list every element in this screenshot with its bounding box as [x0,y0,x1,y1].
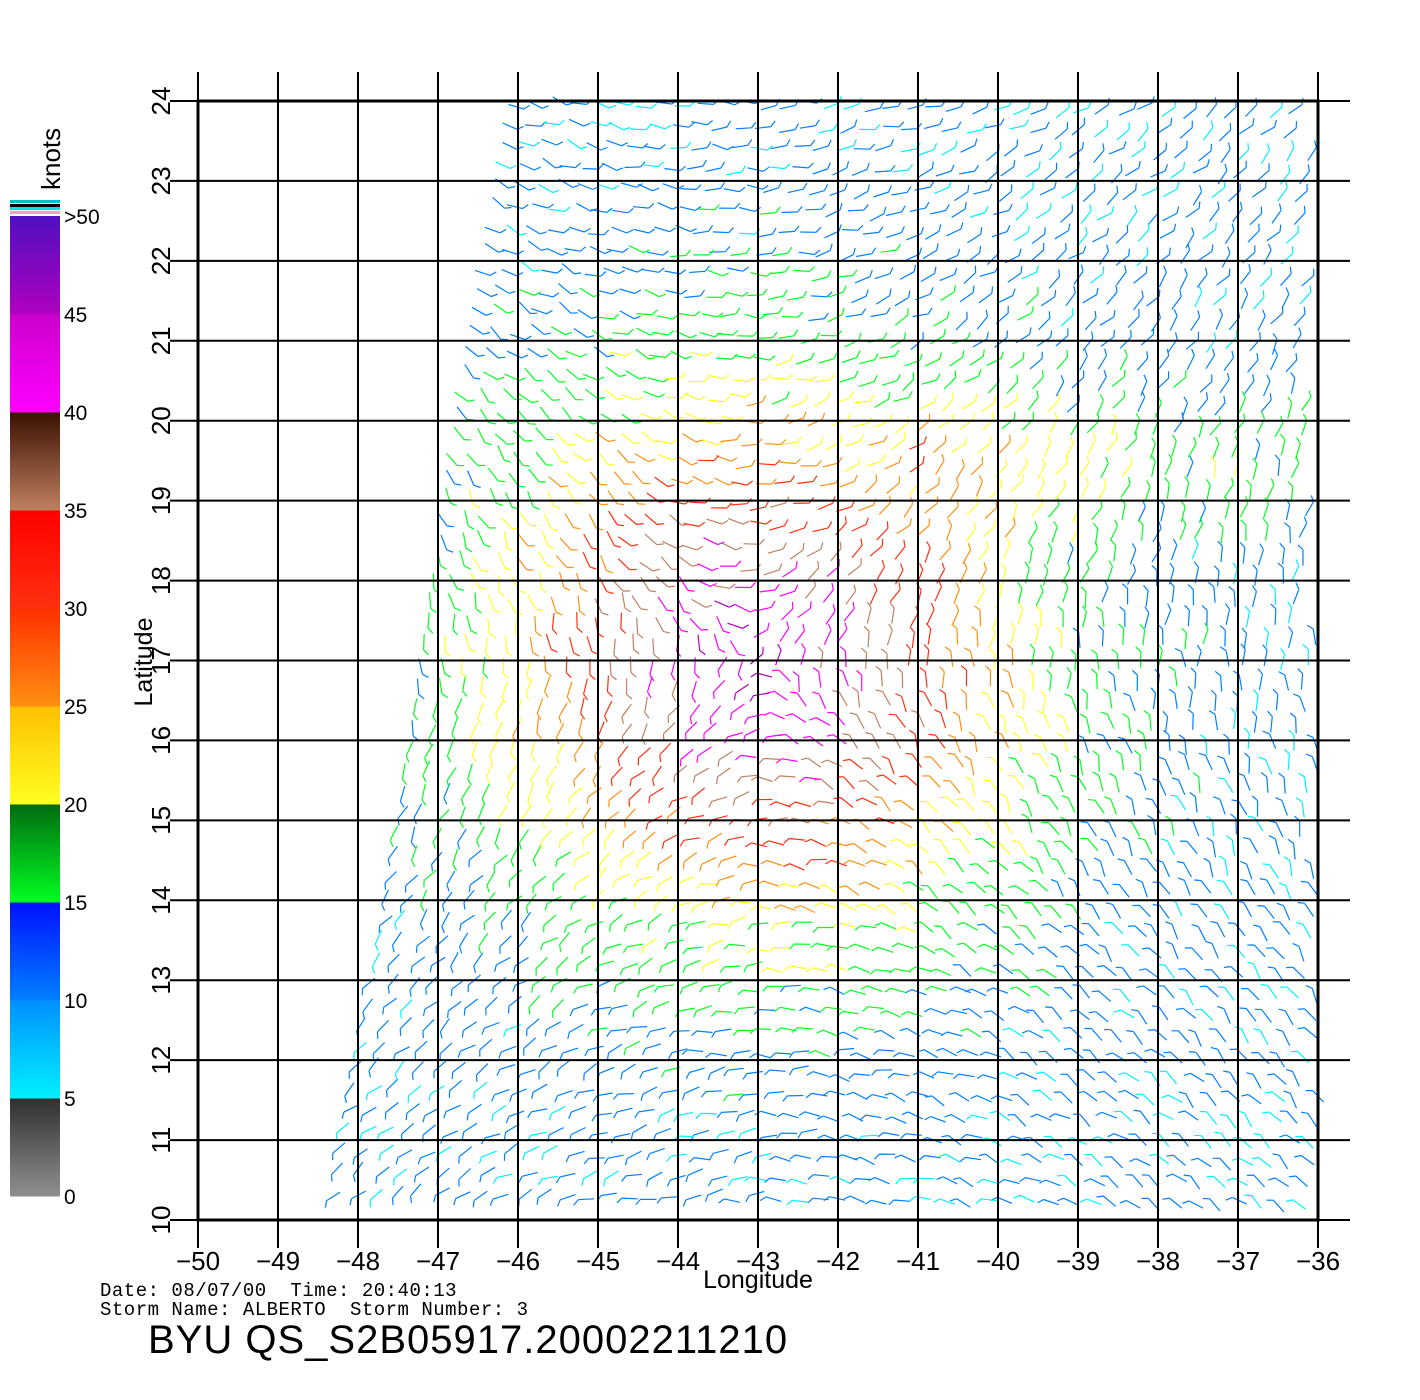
lat-tick-label: 16 [146,726,176,755]
colorbar-segment [10,706,60,805]
colorbar-label: 40 [64,402,87,425]
lat-tick-label: 18 [146,566,176,595]
lat-tick-label: 15 [146,806,176,835]
colorbar-label: 25 [64,696,87,719]
y-axis-label: Latitude [130,618,158,707]
lon-tick-label: −48 [336,1246,380,1276]
lat-tick-label: 21 [146,326,176,355]
lat-tick-label: 13 [146,966,176,995]
colorbar-unit-label: knots [36,128,66,190]
lon-tick-label: −46 [496,1246,540,1276]
wind-barbs-layer [324,96,1325,1213]
colorbar-segment [10,412,60,511]
lat-tick-label: 17 [146,646,176,675]
wind-barb-group [594,496,925,827]
colorbar-label: 35 [64,500,87,523]
wind-barb-group [324,96,1325,1213]
lat-tick-label: 20 [146,406,176,435]
lon-tick-label: −43 [736,1246,780,1276]
colorbar-label: 0 [64,1186,76,1209]
lon-tick-label: −49 [256,1246,300,1276]
colorbar-label: 45 [64,304,87,327]
lon-tick-label: −44 [656,1246,700,1276]
colorbar-segment [10,314,60,413]
wind-barb-group [646,537,863,783]
lon-tick-label: −50 [176,1246,220,1276]
lon-tick-label: −45 [576,1246,620,1276]
colorbar-label: 20 [64,794,87,817]
colorbar-label: 30 [64,598,87,621]
colorbar-segment [10,510,60,609]
lat-tick-label: 11 [146,1127,176,1154]
colorbar-segment [10,804,60,903]
lon-tick-label: −40 [976,1246,1020,1276]
lat-tick-label: 19 [146,486,176,515]
colorbar-overflow-stripe [10,204,60,207]
footer-file-id: BYU QS_S2B05917.20002211210 [148,1318,789,1362]
colorbar-label: >50 [64,206,100,229]
footer-date-line: Date: 08/07/00 Time: 20:40:13 [100,1280,458,1302]
x-axis-label: Longitude [703,1266,813,1294]
colorbar-label: 15 [64,892,87,915]
colorbar-label: 10 [64,990,87,1013]
lon-tick-label: −36 [1296,1246,1340,1276]
colorbar-overflow-stripe [10,207,60,210]
colorbar-segment [10,608,60,707]
lat-tick-label: 14 [146,886,176,915]
wind-barb-group [389,204,1312,1102]
lon-tick-label: −38 [1136,1246,1180,1276]
wind-barb-group [444,351,1240,974]
lon-tick-label: −39 [1056,1246,1100,1276]
colorbar: >50 45 40 35 30 25 20 15 10 5 0 [10,200,100,1209]
lat-tick-label: 22 [146,246,176,275]
colorbar-segment [10,1000,60,1099]
lon-tick-label: −37 [1216,1246,1260,1276]
wind-barb-group [335,96,1314,1210]
footer-storm-line: Storm Name: ALBERTO Storm Number: 3 [100,1299,529,1321]
lat-tick-label: 24 [146,87,176,116]
colorbar-segment [10,216,60,315]
colorbar-segment [10,902,60,1001]
colorbar-overflow-stripe [10,200,60,203]
plot-frame [196,99,1320,1222]
lat-tick-label: 12 [146,1046,176,1075]
lat-tick-label: 10 [146,1206,176,1235]
lon-tick-label: −47 [416,1246,460,1276]
map-grid [170,72,1350,1248]
colorbar-overflow-stripe [10,211,60,214]
lat-tick-label: 23 [146,166,176,195]
lon-tick-label: −41 [896,1246,940,1276]
wind-barb-group [545,436,968,871]
colorbar-segment [10,1098,60,1197]
colorbar-label: 5 [64,1088,76,1111]
axis-ticks: −50 −49 −48 −47 −46 −45 −44 −43 −42 −41 −40 −39 −38 −… [146,87,1340,1276]
lon-tick-label: −42 [816,1246,860,1276]
wind-barb-group [697,600,782,702]
